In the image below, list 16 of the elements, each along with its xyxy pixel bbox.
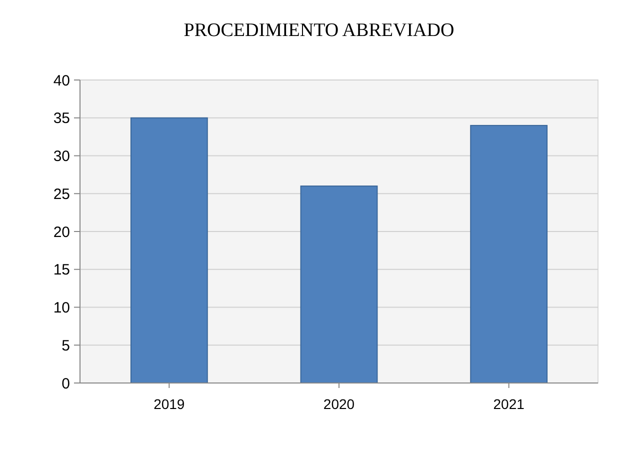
bar bbox=[470, 124, 548, 384]
y-tick-label: 20 bbox=[53, 224, 70, 241]
x-tick-label: 2021 bbox=[493, 396, 525, 412]
bar bbox=[130, 117, 208, 384]
y-tick-label: 10 bbox=[53, 300, 70, 316]
chart-title: PROCEDIMIENTO ABREVIADO bbox=[184, 20, 454, 41]
y-tick-label: 35 bbox=[53, 110, 70, 128]
y-tick-label: 5 bbox=[62, 337, 70, 354]
x-tick-label: 2019 bbox=[154, 396, 185, 412]
y-tick-label: 0 bbox=[62, 375, 70, 392]
y-tick-label: 40 bbox=[53, 72, 70, 90]
y-tick-label: 25 bbox=[53, 186, 70, 203]
y-tick-label: 30 bbox=[53, 148, 70, 165]
x-tick-label: 2020 bbox=[323, 396, 355, 412]
y-tick-label: 15 bbox=[53, 262, 70, 279]
bar bbox=[300, 186, 378, 384]
